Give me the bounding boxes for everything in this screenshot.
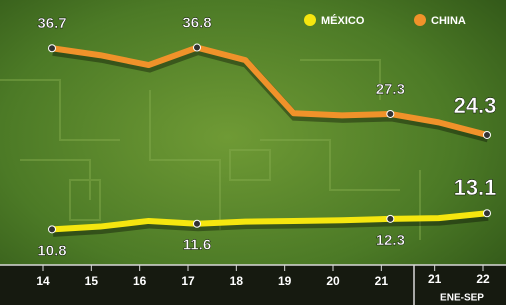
data-label: 11.6 bbox=[183, 237, 211, 254]
point-marker bbox=[49, 45, 56, 52]
x-tick-label: 15 bbox=[85, 274, 99, 288]
data-label: 13.1 bbox=[454, 175, 497, 200]
chart: ENE-SEP 14 15 16 17 18 19 20 21 21 22 10.8 11.6 12.3… bbox=[0, 0, 506, 305]
data-label: 27.3 bbox=[376, 81, 405, 98]
point-marker bbox=[194, 220, 201, 227]
legend-swatch bbox=[304, 14, 316, 26]
data-label: 36.7 bbox=[37, 15, 66, 32]
data-label: 12.3 bbox=[376, 232, 405, 249]
data-label: 10.8 bbox=[37, 242, 66, 259]
point-marker bbox=[484, 131, 491, 138]
point-marker bbox=[387, 215, 394, 222]
x-tick-label: 22 bbox=[476, 272, 490, 286]
point-marker bbox=[49, 226, 56, 233]
data-label: 24.3 bbox=[454, 93, 497, 118]
legend-label: MÉXICO bbox=[321, 14, 365, 27]
background bbox=[0, 0, 506, 305]
x-tick-label: 21 bbox=[375, 274, 389, 288]
x-tick-label: 21 bbox=[428, 272, 442, 286]
x-tick-label: 17 bbox=[181, 274, 195, 288]
period-annotation: ENE-SEP bbox=[440, 293, 484, 304]
point-marker bbox=[387, 110, 394, 117]
x-tick-label: 16 bbox=[133, 274, 147, 288]
data-label: 36.8 bbox=[182, 15, 211, 32]
x-tick-label: 19 bbox=[278, 274, 292, 288]
legend-label: CHINA bbox=[431, 15, 466, 27]
point-marker bbox=[194, 44, 201, 51]
x-tick-label: 18 bbox=[230, 274, 244, 288]
legend-swatch bbox=[414, 14, 426, 26]
point-marker bbox=[484, 210, 491, 217]
x-tick-label: 14 bbox=[36, 274, 50, 288]
x-tick-label: 20 bbox=[326, 274, 340, 288]
